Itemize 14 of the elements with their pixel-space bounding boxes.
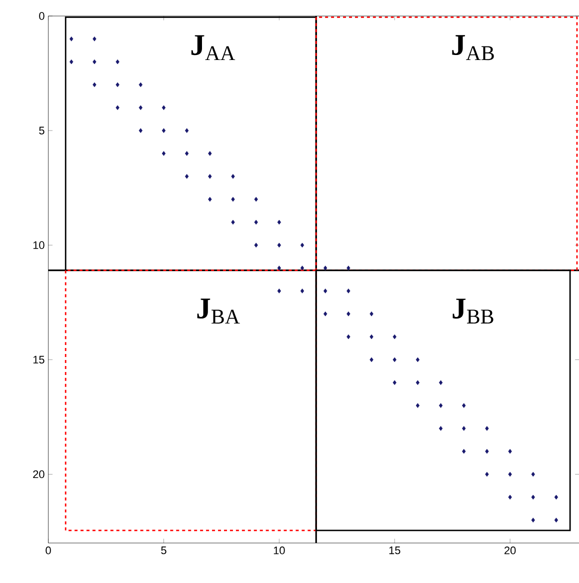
annotation: J$_{BA}$ bbox=[197, 298, 240, 324]
y-tick-label: 10 bbox=[33, 241, 44, 250]
y-tick-label: 20 bbox=[33, 470, 44, 478]
y-tick-label: 0 bbox=[38, 12, 44, 20]
x-tick-label: 15 bbox=[389, 546, 400, 554]
x-tick-label: 0 bbox=[46, 546, 51, 554]
y-tick-label: 5 bbox=[38, 126, 44, 134]
y-tick-label: 15 bbox=[33, 356, 44, 364]
annotation: J$_{BB}$ bbox=[452, 298, 494, 324]
x-tick-label: 20 bbox=[504, 546, 516, 554]
x-tick-label: 5 bbox=[160, 546, 166, 554]
annotation: J$_{AA}$ bbox=[191, 35, 235, 60]
x-tick-label: 10 bbox=[274, 546, 285, 554]
annotation: J$_{AB}$ bbox=[452, 35, 494, 60]
